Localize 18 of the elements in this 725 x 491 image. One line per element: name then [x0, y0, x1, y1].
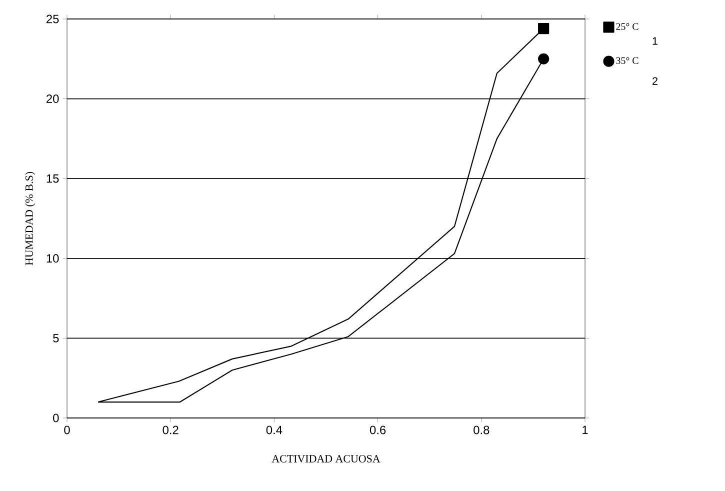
x-tick-label: 0 — [64, 426, 70, 434]
x-tick-label: 0.2 — [162, 426, 178, 434]
x-axis-title: ACTIVIDAD ACUOSA — [272, 455, 380, 462]
text: 2 — [652, 77, 658, 85]
y-tick-label: 5 — [53, 334, 59, 342]
x-tick-label: 0.6 — [370, 426, 386, 434]
legend-label: 35° C — [616, 57, 638, 64]
y-tick-label: 15 — [46, 174, 59, 183]
y-tick-label: 25 — [46, 14, 59, 24]
text: 1 — [652, 37, 658, 45]
y-axis-title: HUMEDAD (% B.S) — [25, 172, 36, 266]
x-tick-label: 0.8 — [474, 426, 490, 434]
x-tick-label: 0.4 — [266, 426, 282, 434]
y-tick-label: 0 — [53, 414, 59, 422]
y-tick-label: 10 — [46, 254, 59, 263]
x-tick-label: 1 — [582, 426, 588, 434]
y-tick-label: 20 — [46, 94, 59, 104]
legend-label: 25° C — [616, 23, 638, 30]
